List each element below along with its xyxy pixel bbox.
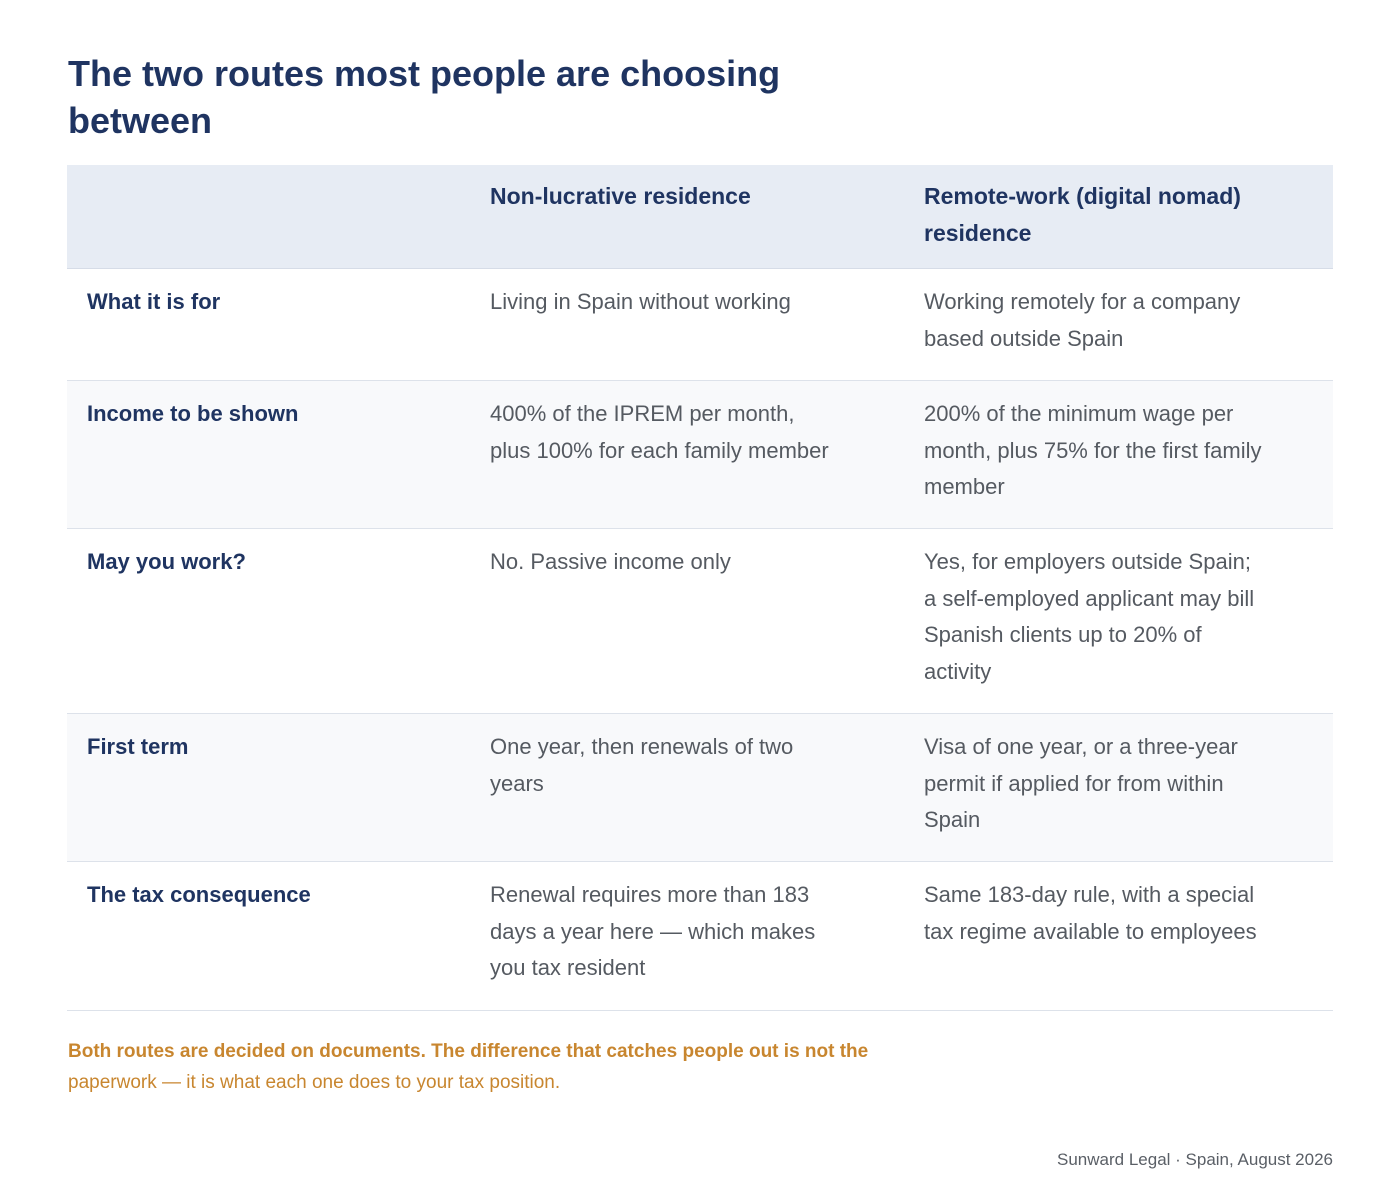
row-label: First term	[87, 734, 189, 759]
table-row: May you work? No. Passive income only Ye…	[67, 529, 1333, 714]
table-header-row: Non-lucrative residence Remote-work (dig…	[67, 165, 1333, 269]
page-title: The two routes most people are choosing …	[68, 53, 781, 141]
non-lucrative-cell: 400% of the IPREM per month, plus 100% f…	[490, 401, 829, 463]
summary-note: Both routes are decided on documents. Th…	[68, 1036, 968, 1098]
table-row: Income to be shown 400% of the IPREM per…	[67, 381, 1333, 529]
non-lucrative-cell: One year, then renewals of two years	[490, 734, 794, 796]
non-lucrative-cell: Renewal requires more than 183 days a ye…	[490, 882, 816, 980]
non-lucrative-cell: No. Passive income only	[490, 549, 731, 574]
footer-credit: Sunward Legal · Spain, August 2026	[1057, 1150, 1333, 1169]
table-row: First term One year, then renewals of tw…	[67, 714, 1333, 862]
remote-work-cell: Yes, for employers outside Spain; a self…	[924, 549, 1255, 684]
row-label: The tax consequence	[87, 882, 311, 907]
non-lucrative-cell: Living in Spain without working	[490, 289, 791, 314]
header-non-lucrative: Non-lucrative residence	[490, 183, 751, 209]
row-label: May you work?	[87, 549, 246, 574]
table-row: What it is for Living in Spain without w…	[67, 269, 1333, 381]
remote-work-cell: 200% of the minimum wage per month, plus…	[924, 401, 1262, 499]
comparison-table: Non-lucrative residence Remote-work (dig…	[67, 165, 1333, 1011]
summary-note-bold: Both routes are decided on documents. Th…	[68, 1041, 869, 1062]
summary-note-regular: paperwork — it is what each one does to …	[68, 1072, 561, 1093]
row-label: What it is for	[87, 289, 221, 314]
table-row: The tax consequence Renewal requires mor…	[67, 862, 1333, 1011]
remote-work-cell: Same 183-day rule, with a special tax re…	[924, 882, 1257, 944]
header-remote-work: Remote-work (digital nomad) residence	[924, 183, 1241, 246]
remote-work-cell: Visa of one year, or a three-year permit…	[924, 734, 1238, 832]
remote-work-cell: Working remotely for a company based out…	[924, 289, 1241, 351]
row-label: Income to be shown	[87, 401, 299, 426]
